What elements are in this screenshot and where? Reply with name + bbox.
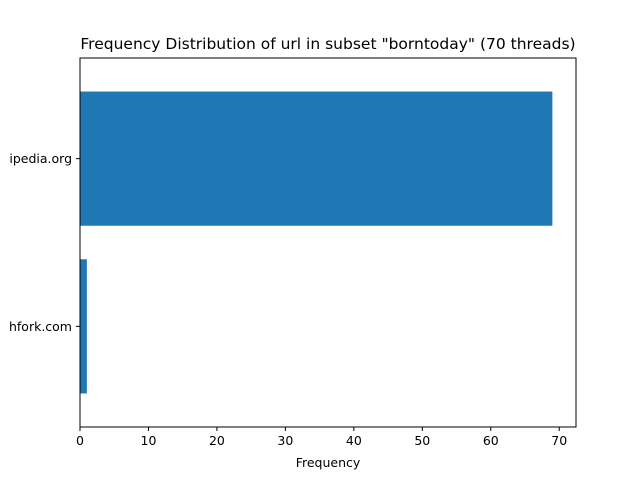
x-axis-ticks: 0 10 20 30 40 50 60 70 (76, 427, 567, 448)
x-tick-label: 60 (483, 433, 499, 448)
y-axis-ticks: hfork.com ipedia.org (9, 151, 80, 334)
x-tick-label: 70 (551, 433, 567, 448)
x-tick-label: 20 (209, 433, 225, 448)
plot-frame (79, 57, 577, 428)
bar-hfork-com (80, 259, 87, 394)
chart-title: Frequency Distribution of url in subset … (80, 35, 575, 53)
y-tick-label: hfork.com (9, 319, 72, 334)
x-tick-label: 10 (141, 433, 157, 448)
x-tick-label: 0 (76, 433, 84, 448)
x-tick-label: 30 (277, 433, 293, 448)
bars-layer (80, 91, 553, 394)
y-tick-label: ipedia.org (9, 151, 72, 166)
x-tick-label: 40 (346, 433, 362, 448)
x-axis-title: Frequency (296, 455, 361, 470)
x-tick-label: 50 (414, 433, 430, 448)
bar-ipedia-org (80, 91, 553, 226)
